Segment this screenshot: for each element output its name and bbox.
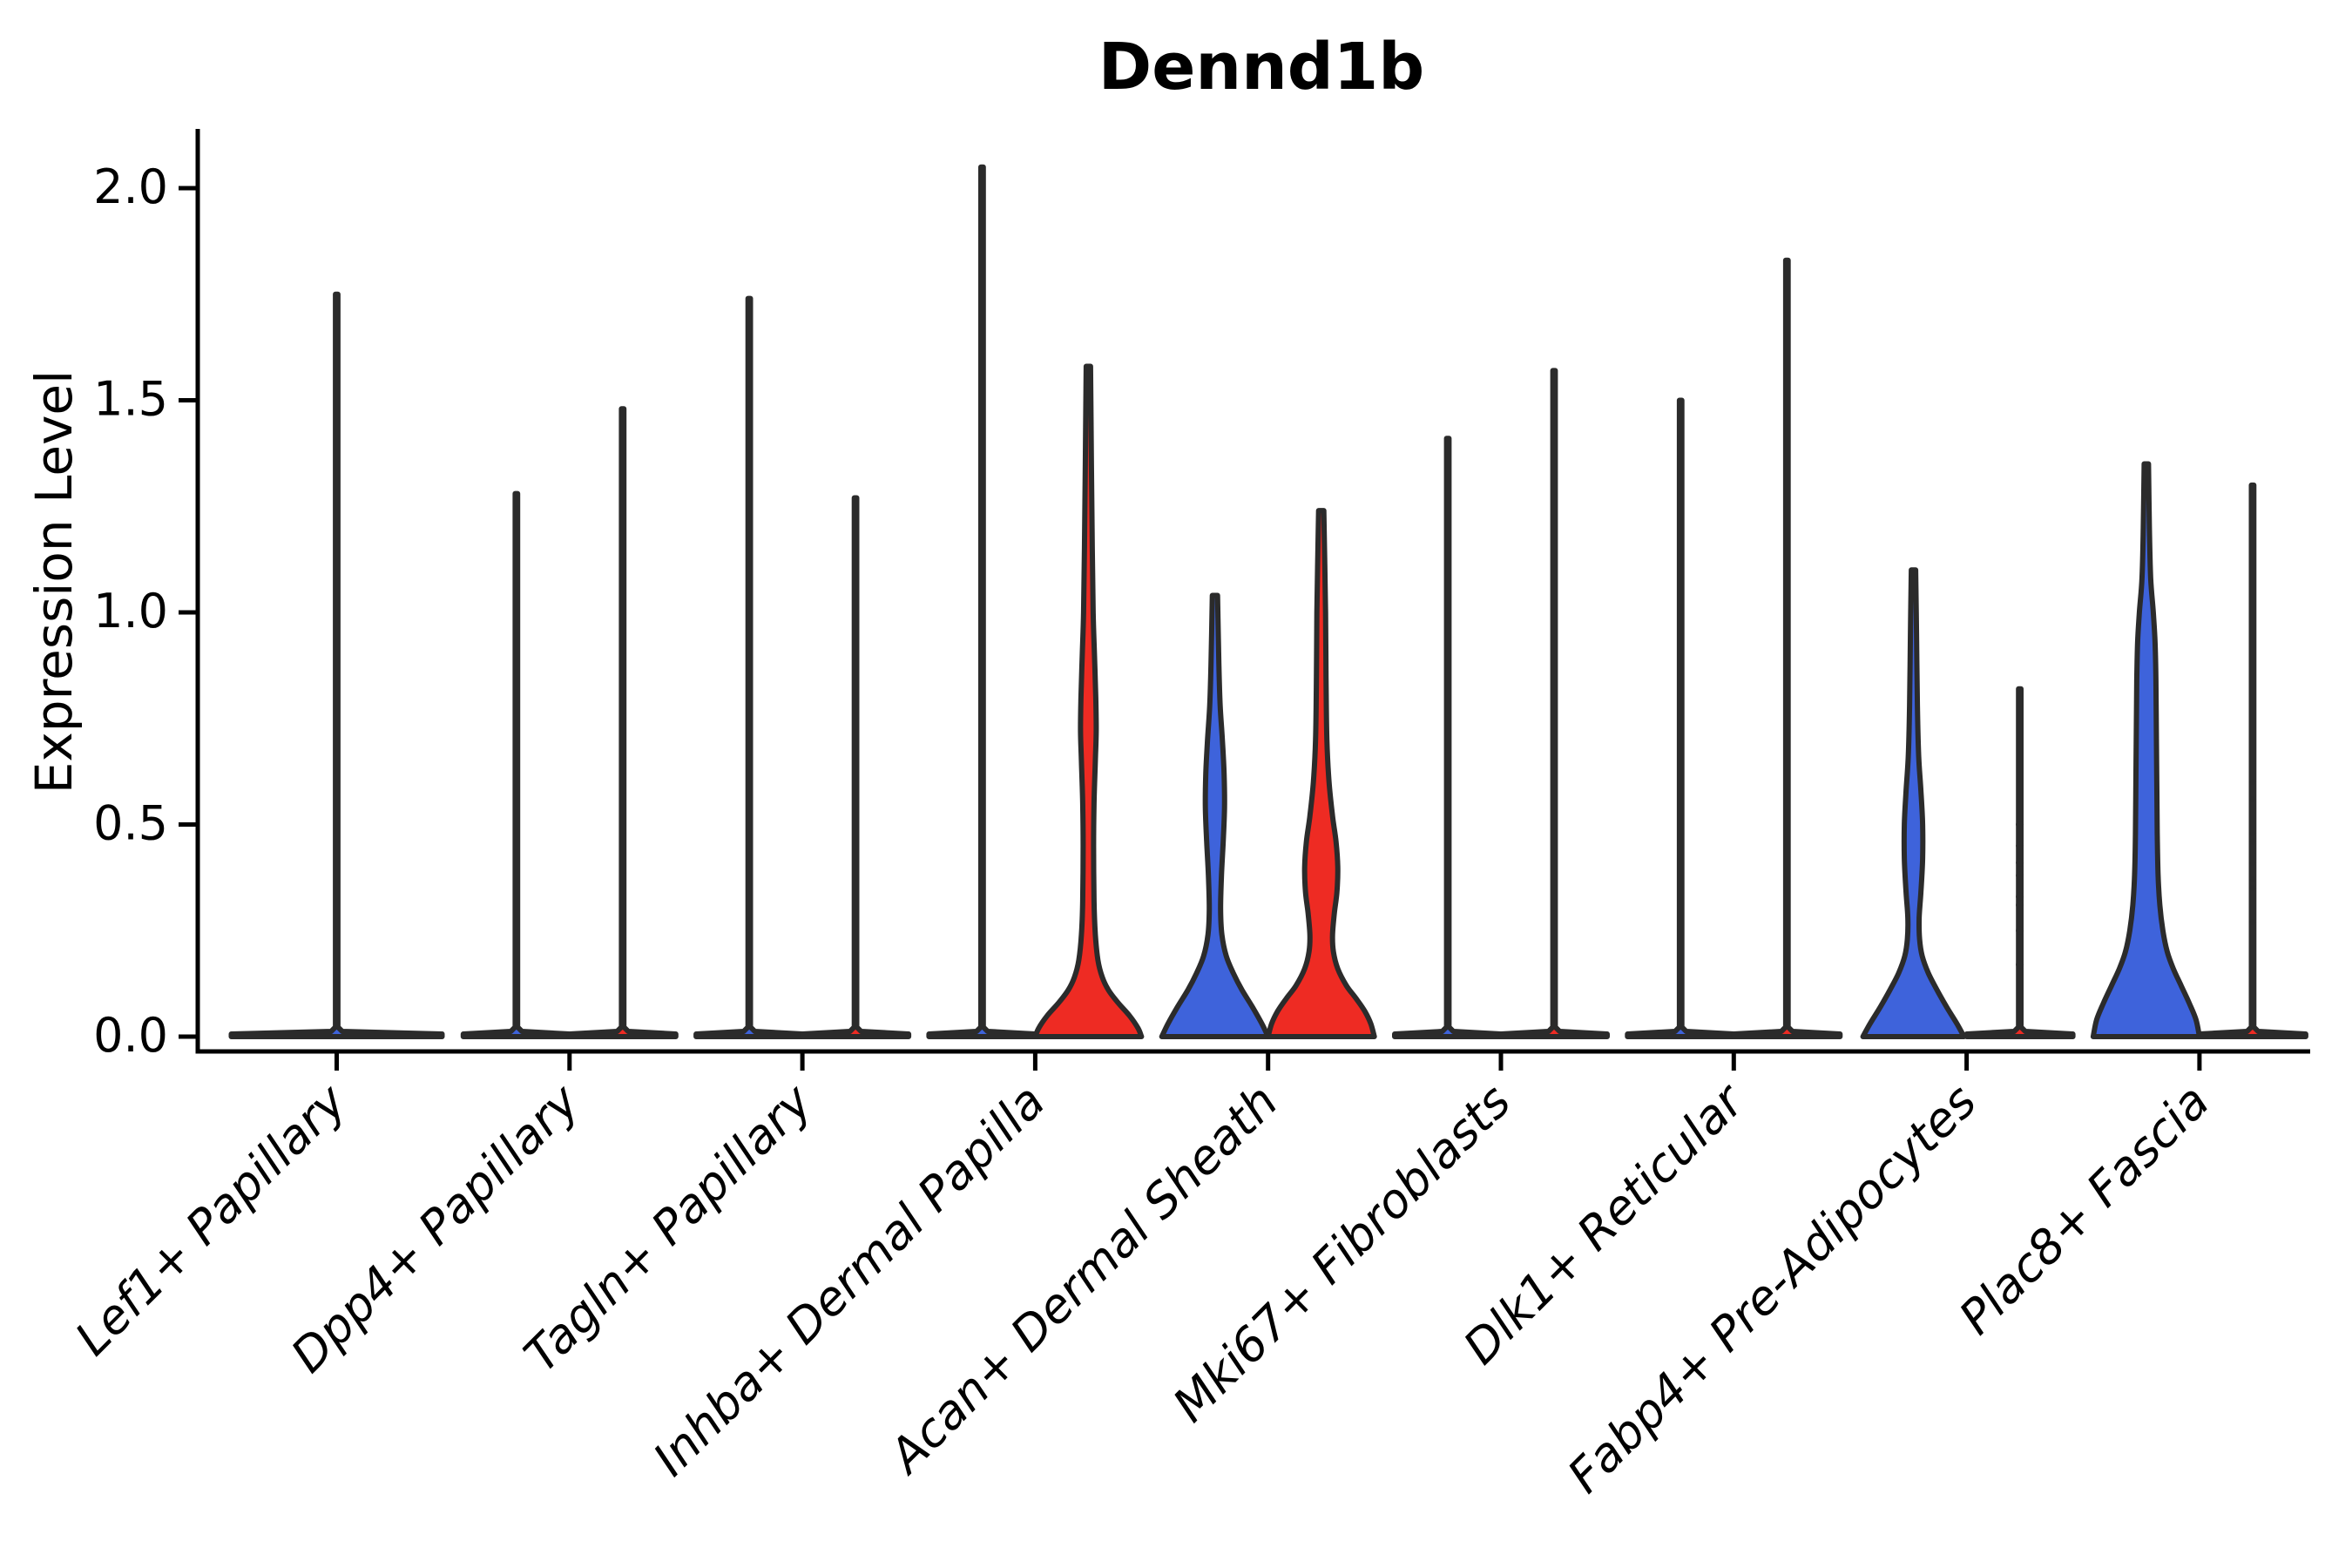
jitter-dot bbox=[2016, 926, 2024, 935]
violin-4-right bbox=[1265, 508, 1377, 1039]
violin-2-right bbox=[800, 495, 912, 1039]
jitter-dot bbox=[2249, 838, 2256, 845]
jitter-dot bbox=[2016, 858, 2024, 867]
y-tick-label: 1.0 bbox=[93, 584, 168, 639]
violin-6-left bbox=[1625, 397, 1737, 1039]
jitter-dot bbox=[2016, 901, 2024, 909]
jitter-dot bbox=[2016, 892, 2024, 901]
jitter-dot bbox=[2249, 919, 2256, 925]
violin-6-right bbox=[1731, 257, 1843, 1039]
y-tick-label: 2.0 bbox=[93, 159, 168, 214]
violin-8-left bbox=[2090, 461, 2202, 1039]
violin-4-left bbox=[1159, 592, 1271, 1039]
jitter-dot bbox=[2249, 885, 2256, 891]
violin-3-left bbox=[926, 164, 1038, 1039]
violin-7-left bbox=[1860, 567, 1967, 1039]
violin-8-right bbox=[2196, 482, 2308, 1039]
jitter-dot bbox=[2016, 841, 2024, 850]
jitter-dot bbox=[2249, 796, 2256, 802]
violin-1-right bbox=[566, 406, 679, 1039]
violin-2-left bbox=[693, 295, 806, 1039]
y-tick-label: 1.5 bbox=[93, 372, 168, 427]
violin-0-single bbox=[228, 291, 445, 1039]
x-tick-label: Acan+ Dermal Sheath bbox=[877, 1074, 1288, 1485]
y-tick-label: 0.0 bbox=[93, 1008, 168, 1063]
violin-5-left bbox=[1392, 436, 1504, 1039]
jitter-dot bbox=[2249, 830, 2256, 836]
jitter-dot bbox=[2249, 876, 2256, 882]
x-tick-label: Fabp4+ Pre-Adipocytes bbox=[1557, 1074, 1986, 1504]
jitter-dot bbox=[2249, 779, 2256, 785]
jitter-dot bbox=[2249, 860, 2256, 866]
violin-3-right bbox=[1032, 363, 1145, 1039]
jitter-dot bbox=[2016, 871, 2024, 880]
x-tick-label: Plac8+ Fascia bbox=[1949, 1074, 2220, 1345]
violin-5-right bbox=[1498, 368, 1610, 1039]
x-tick-label: Inhba+ Dermal Papilla bbox=[643, 1074, 1056, 1487]
jitter-dot bbox=[2016, 960, 2024, 969]
violin-1-left bbox=[460, 490, 572, 1039]
jitter-dot bbox=[2016, 821, 2024, 828]
y-tick-label: 0.5 bbox=[93, 796, 168, 851]
plot-title: Dennd1b bbox=[1098, 30, 1425, 105]
